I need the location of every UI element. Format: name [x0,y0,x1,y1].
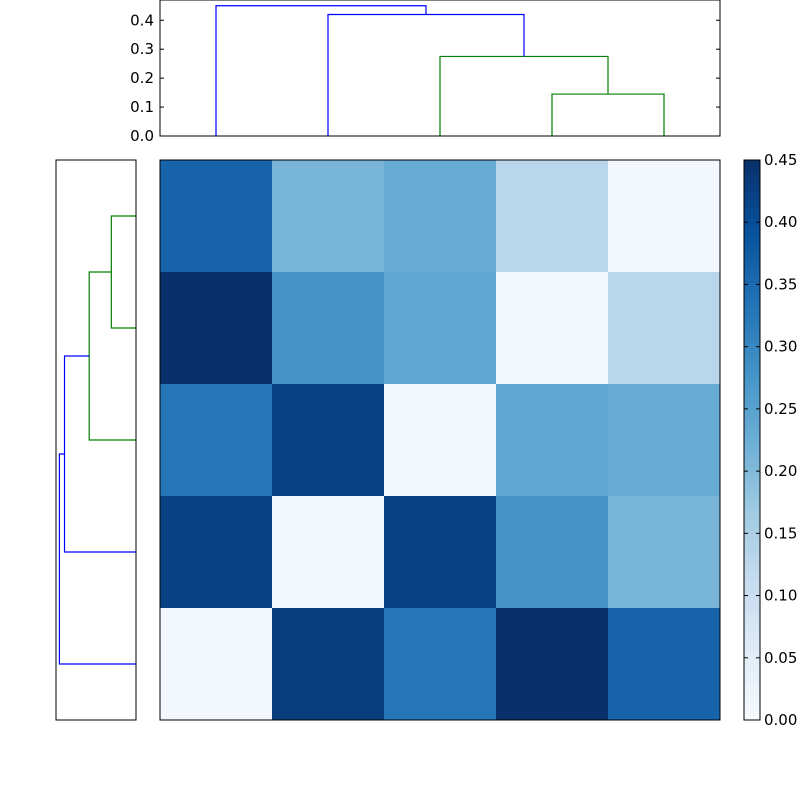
top-dendrogram [215,5,665,136]
top-dendrogram-y-axis: 0.0 0.1 0.2 0.3 0.4 [130,11,720,145]
heatmap-cell [160,160,273,273]
top-dendrogram-tick-label: 0.0 [130,127,154,145]
colorbar-tick-label: 0.10 [764,587,797,605]
left-dendrogram-frame [55,159,137,721]
heatmap-cell [496,272,609,385]
heatmap-cell [272,384,385,497]
heatmap-cell [608,496,721,609]
heatmap-cell [608,272,721,385]
colorbar [743,159,761,721]
left-dendrogram [58,215,136,665]
colorbar-tick-label: 0.00 [764,711,797,729]
heatmap-cell [160,384,273,497]
left-dendrogram-link [110,215,136,329]
top-dendrogram-frame [159,0,721,137]
heatmap-cell [160,496,273,609]
colorbar-tick-label: 0.40 [764,213,797,231]
heatmap-cell [272,496,385,609]
heatmap-cell [608,608,721,721]
heatmap-cell [496,160,609,273]
heatmap-cell [160,272,273,385]
colorbar-tick-label: 0.20 [764,462,797,480]
heatmap-cell [384,160,497,273]
heatmap-cell [496,608,609,721]
left-dendrogram-link [63,355,136,553]
top-dendrogram-tick-label: 0.1 [130,98,154,116]
colorbar-axis: 0.00 0.05 0.10 0.15 0.20 0.25 0.30 0.35 0.40 0.45 [744,151,797,729]
heatmap-cell [608,384,721,497]
heatmap-cell [496,496,609,609]
top-dendrogram-link [439,55,609,136]
colorbar-tick-label: 0.05 [764,649,797,667]
colorbar-tick-label: 0.15 [764,524,797,542]
top-dendrogram-link [215,5,427,136]
top-dendrogram-tick-label: 0.4 [130,11,154,29]
heatmap-cell [496,384,609,497]
heatmap-cell [608,160,721,273]
top-dendrogram-link [327,13,525,136]
left-dendrogram-link [58,453,136,665]
colorbar-tick-label: 0.35 [764,275,797,293]
heatmap-cell [384,496,497,609]
top-dendrogram-tick-label: 0.3 [130,40,154,58]
heatmap-cell [272,160,385,273]
heatmap-cell [384,608,497,721]
heatmap-cells [160,160,721,721]
heatmap-frame [159,159,721,721]
left-dendrogram-link [88,271,136,441]
top-dendrogram-link [551,93,665,136]
top-dendrogram-tick-label: 0.2 [130,69,154,87]
heatmap-cell [272,272,385,385]
heatmap-cell [384,272,497,385]
colorbar-tick-label: 0.25 [764,400,797,418]
heatmap-cell [384,384,497,497]
heatmap-cell [272,608,385,721]
heatmap-cell [160,608,273,721]
colorbar-tick-label: 0.45 [764,151,797,169]
colorbar-tick-label: 0.30 [764,338,797,356]
